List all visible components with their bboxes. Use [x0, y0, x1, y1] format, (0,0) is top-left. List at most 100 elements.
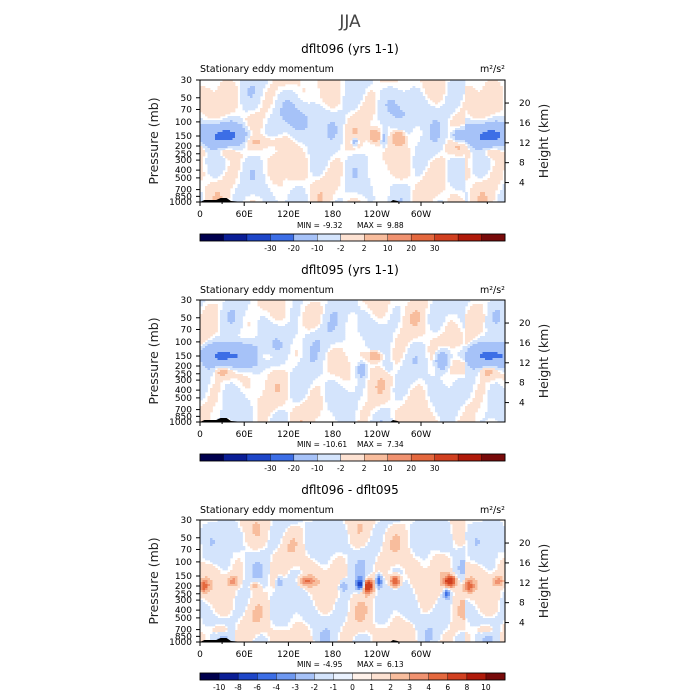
field-cell [492, 80, 496, 83]
field-cell [450, 90, 453, 93]
field-cell [230, 92, 233, 95]
field-cell [240, 90, 243, 93]
field-cell [480, 168, 483, 171]
field-cell [260, 122, 263, 125]
field-cell [425, 106, 428, 109]
field-cell [295, 132, 298, 135]
field-cell [407, 92, 411, 95]
field-cell [265, 140, 268, 143]
field-cell [387, 120, 391, 123]
field-cell [215, 150, 218, 153]
field-cell [475, 120, 478, 123]
field-cell [317, 146, 321, 149]
field-cell [415, 118, 418, 121]
field-cell [290, 156, 293, 159]
field-cell [390, 160, 393, 163]
field-cell [340, 134, 343, 137]
field-cell [475, 160, 478, 163]
field-cell [500, 86, 503, 89]
field-cell [205, 124, 208, 127]
field-cell [500, 152, 503, 155]
field-cell [225, 124, 228, 127]
field-cell [250, 104, 253, 107]
field-cell [440, 110, 443, 113]
field-cell [415, 100, 418, 103]
field-cell [352, 176, 356, 179]
field-cell [357, 80, 361, 83]
field-cell [357, 144, 361, 147]
field-cell [207, 140, 211, 143]
field-cell [312, 140, 316, 143]
field-cell [275, 100, 278, 103]
field-cell [402, 110, 406, 113]
field-cell [200, 170, 203, 173]
field-cell [245, 80, 248, 83]
field-cell [492, 120, 496, 123]
field-cell [272, 164, 276, 167]
field-cell [420, 94, 423, 97]
field-cell [347, 178, 351, 181]
field-cell [287, 168, 291, 171]
field-cell [400, 100, 403, 103]
field-cell [230, 98, 233, 101]
field-cell [420, 150, 423, 153]
field-cell [337, 100, 341, 103]
field-cell [242, 84, 246, 87]
field-cell [330, 144, 333, 147]
field-cell [367, 82, 371, 85]
field-cell [282, 124, 286, 127]
field-cell [217, 92, 221, 95]
field-cell [290, 168, 293, 171]
field-cell [250, 90, 253, 93]
field-cell [467, 124, 471, 127]
field-cell [482, 172, 486, 175]
field-cell [420, 126, 423, 129]
field-cell [215, 100, 218, 103]
field-cell [260, 186, 263, 189]
field-cell [492, 100, 496, 103]
field-cell [315, 130, 318, 133]
field-cell [300, 134, 303, 137]
field-cell [245, 176, 248, 179]
field-cell [477, 136, 481, 139]
field-cell [347, 148, 351, 151]
field-cell [360, 110, 363, 113]
field-cell [222, 96, 226, 99]
field-cell [260, 118, 263, 121]
field-cell [320, 120, 323, 123]
field-cell [430, 116, 433, 119]
field-cell [275, 102, 278, 105]
field-cell [257, 180, 261, 183]
field-cell [502, 166, 505, 169]
field-cell [255, 144, 258, 147]
field-cell [492, 174, 496, 177]
field-cell [427, 132, 431, 135]
field-cell [422, 86, 426, 89]
field-cell [470, 110, 473, 113]
field-cell [325, 144, 328, 147]
field-cell [252, 164, 256, 167]
field-cell [222, 182, 226, 185]
field-cell [352, 136, 356, 139]
field-cell [310, 118, 313, 121]
field-cell [247, 120, 251, 123]
field-cell [335, 120, 338, 123]
field-cell [400, 164, 403, 167]
field-cell [372, 128, 376, 131]
field-cell [395, 146, 398, 149]
field-cell [487, 154, 491, 157]
field-cell [305, 108, 308, 111]
field-cell [202, 138, 206, 141]
field-cell [502, 136, 505, 139]
field-cell [207, 90, 211, 93]
field-cell [202, 94, 206, 97]
field-cell [277, 82, 281, 85]
field-cell [457, 148, 461, 151]
field-cell [320, 166, 323, 169]
field-cell [237, 136, 241, 139]
field-cell [237, 152, 241, 155]
field-cell [347, 88, 351, 91]
field-cell [410, 96, 413, 99]
field-cell [495, 178, 498, 181]
field-cell [350, 148, 353, 151]
